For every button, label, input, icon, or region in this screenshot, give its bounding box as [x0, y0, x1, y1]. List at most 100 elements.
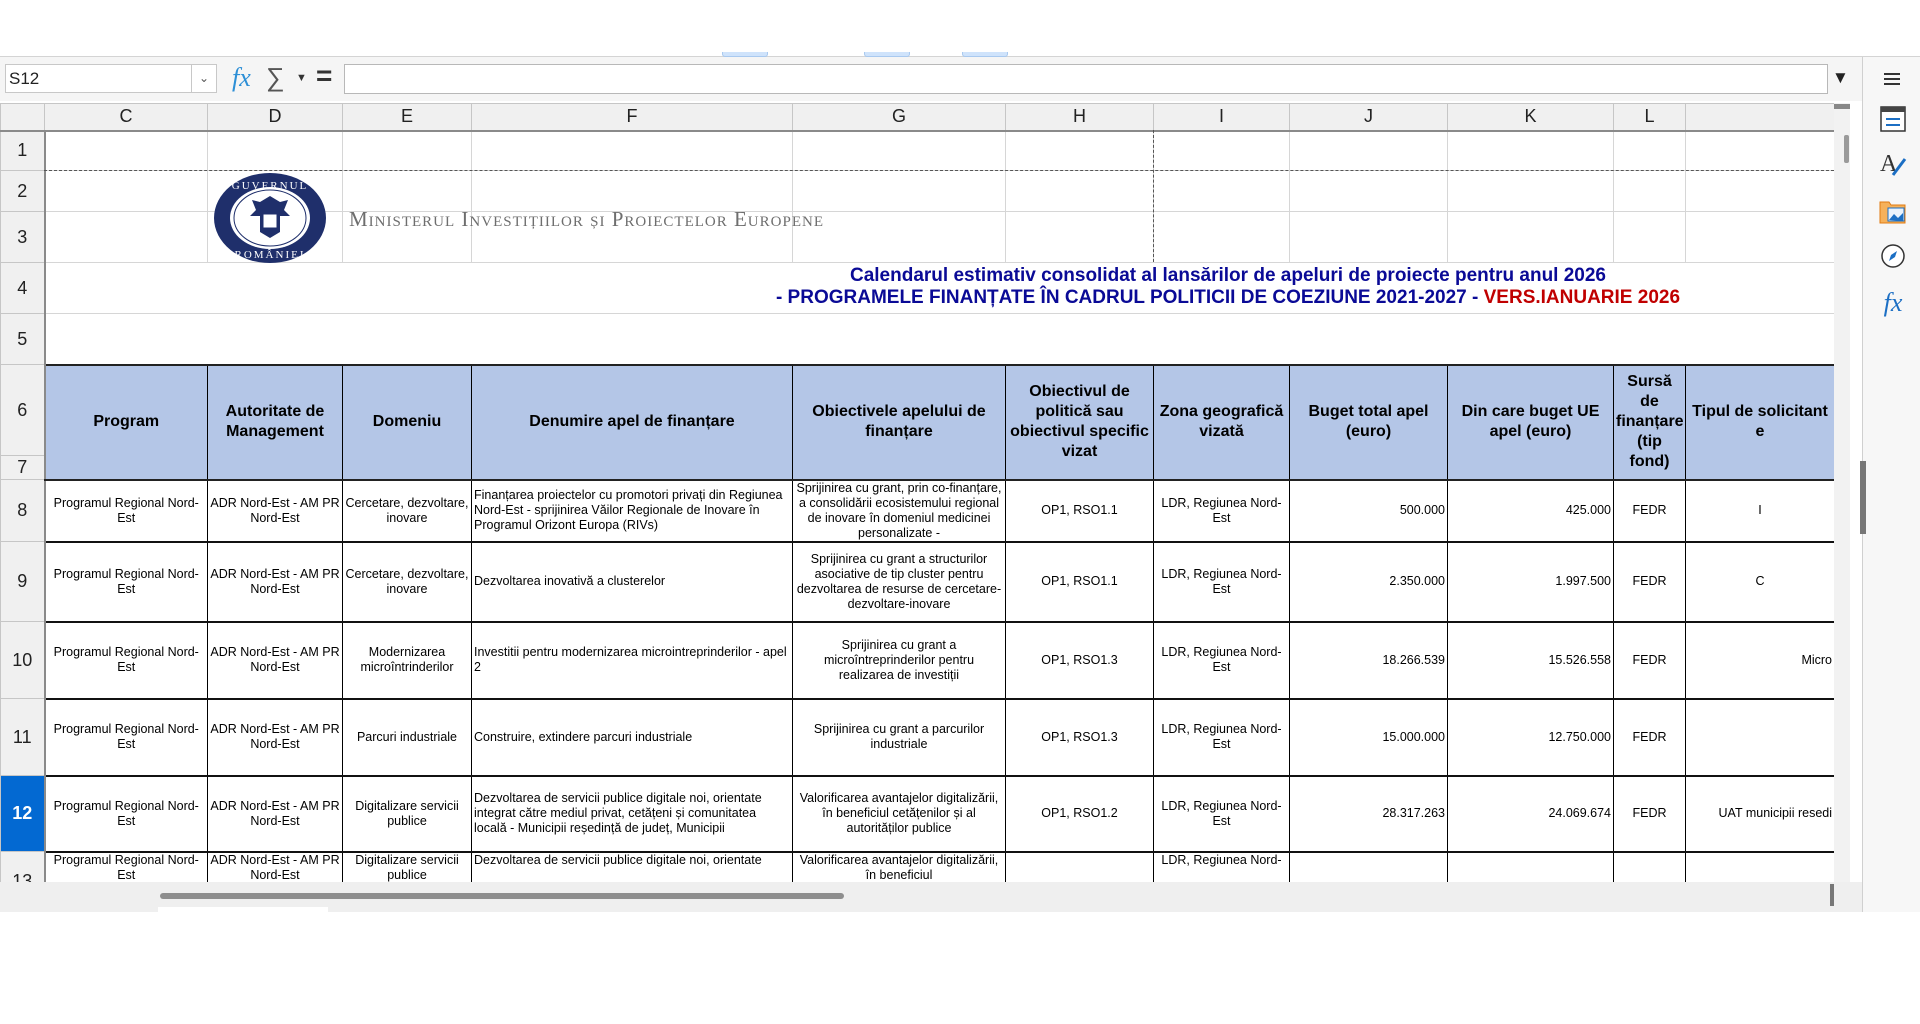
table-header-cell[interactable]: Obiectivele apelului de finanțare — [792, 363, 1006, 481]
table-cell[interactable]: ADR Nord-Est - AM PR Nord-Est — [207, 479, 343, 543]
empty-cell[interactable] — [44, 313, 208, 365]
column-header[interactable]: C — [44, 103, 208, 132]
properties-icon[interactable] — [1879, 105, 1907, 133]
vertical-scrollbar[interactable] — [1834, 103, 1850, 882]
table-cell[interactable]: I — [1685, 479, 1834, 543]
empty-cell[interactable] — [1289, 130, 1448, 171]
table-cell[interactable]: Programul Regional Nord-Est — [44, 775, 208, 853]
table-cell[interactable]: OP1, RSO1.1 — [1005, 479, 1154, 543]
row-header[interactable]: 1 — [0, 130, 46, 171]
scroll-minimize-icon[interactable] — [1834, 104, 1850, 109]
equals-icon[interactable]: = — [316, 60, 333, 91]
empty-cell[interactable] — [1613, 313, 1686, 365]
empty-cell[interactable] — [471, 313, 793, 365]
column-header[interactable]: F — [471, 103, 793, 132]
row-header[interactable]: 9 — [0, 541, 46, 622]
table-cell[interactable]: OP1, RSO1.2 — [1005, 775, 1154, 853]
functions-icon[interactable]: fx — [1883, 288, 1903, 317]
empty-cell[interactable] — [792, 262, 1006, 314]
empty-cell[interactable] — [1153, 211, 1290, 263]
table-cell[interactable]: Construire, extindere parcuri industrial… — [471, 698, 793, 777]
table-cell[interactable]: Digitalizare servicii publice — [342, 775, 472, 853]
empty-cell[interactable] — [44, 130, 208, 171]
toolbar-tab-marker[interactable] — [864, 52, 910, 57]
table-cell[interactable]: Modernizarea microîntrinderilor — [342, 621, 472, 700]
navigator-icon[interactable] — [1879, 242, 1907, 270]
table-cell[interactable]: LDR, Regiunea Nord-Est — [1153, 698, 1290, 777]
table-header-cell[interactable]: Denumire apel de finanțare — [471, 363, 793, 481]
table-cell[interactable]: 425.000 — [1447, 479, 1614, 543]
table-cell[interactable]: LDR, Regiunea Nord-Est — [1153, 479, 1290, 543]
column-header[interactable]: J — [1289, 103, 1448, 132]
empty-cell[interactable] — [207, 130, 343, 171]
empty-cell[interactable] — [1447, 130, 1614, 171]
empty-cell[interactable] — [1685, 313, 1834, 365]
row-header[interactable]: 5 — [0, 313, 46, 365]
table-cell[interactable]: FEDR — [1613, 621, 1686, 700]
table-cell[interactable]: C — [1685, 541, 1834, 623]
table-cell[interactable]: Sprijinirea cu grant a structurilor asoc… — [792, 541, 1006, 623]
column-header[interactable]: H — [1005, 103, 1154, 132]
table-cell[interactable]: Valorificarea avantajelor digitalizării,… — [792, 775, 1006, 853]
empty-cell[interactable] — [792, 130, 1006, 171]
empty-cell[interactable] — [1153, 262, 1290, 314]
row-header[interactable]: 11 — [0, 698, 46, 776]
table-header-cell[interactable]: Tipul de solicitant e — [1685, 363, 1834, 481]
table-cell[interactable]: FEDR — [1613, 775, 1686, 853]
row-header[interactable]: 12 — [0, 775, 46, 852]
empty-cell[interactable] — [207, 262, 343, 314]
empty-cell[interactable] — [1685, 211, 1834, 263]
table-cell[interactable]: Investitii pentru modernizarea microintr… — [471, 621, 793, 700]
table-cell[interactable]: Programul Regional Nord-Est — [44, 851, 208, 882]
column-header[interactable] — [1685, 103, 1834, 132]
formula-input[interactable] — [344, 64, 1828, 94]
table-cell[interactable]: Dezvoltarea de servicii publice digitale… — [471, 775, 793, 853]
empty-cell[interactable] — [44, 170, 208, 212]
function-wizard-icon[interactable]: fx — [232, 63, 251, 92]
table-header-cell[interactable]: Buget total apel (euro) — [1289, 363, 1448, 481]
table-cell[interactable]: OP1, RSO1.1 — [1005, 541, 1154, 623]
table-cell[interactable]: OP1, RSO1.3 — [1005, 698, 1154, 777]
table-cell[interactable]: FEDR — [1613, 541, 1686, 623]
empty-cell[interactable] — [1153, 313, 1290, 365]
table-cell[interactable]: 12.750.000 — [1447, 698, 1614, 777]
sum-icon[interactable]: ∑ — [266, 62, 285, 92]
empty-cell[interactable] — [207, 313, 343, 365]
row-header[interactable]: 10 — [0, 621, 46, 699]
table-header-cell[interactable]: Sursă de finanțare (tip fond) — [1613, 363, 1686, 481]
table-cell[interactable]: Dezvoltarea de servicii publice digitale… — [471, 851, 793, 882]
empty-cell[interactable] — [471, 170, 793, 212]
table-cell[interactable]: Sprijinirea cu grant a microîntreprinder… — [792, 621, 1006, 700]
table-cell[interactable]: Digitalizare servicii publice — [342, 851, 472, 882]
empty-cell[interactable] — [1005, 211, 1154, 263]
table-cell[interactable]: 15.526.558 — [1447, 621, 1614, 700]
table-header-cell[interactable]: Program — [44, 363, 208, 481]
table-cell[interactable]: Programul Regional Nord-Est — [44, 541, 208, 623]
empty-cell[interactable] — [1447, 211, 1614, 263]
table-cell[interactable] — [1005, 851, 1154, 882]
table-cell[interactable]: LDR, Regiunea Nord-Est — [1153, 775, 1290, 853]
empty-cell[interactable] — [44, 262, 208, 314]
empty-cell[interactable] — [1153, 170, 1290, 212]
spreadsheet-grid[interactable]: C D E F G H I J K L 1 2 3 4 5 6 Program Autoritate de Man… — [0, 103, 1834, 882]
menu-icon[interactable] — [1879, 65, 1907, 93]
table-cell[interactable]: 1.997.500 — [1447, 541, 1614, 623]
sum-dropdown-icon[interactable]: ▼ — [296, 72, 307, 84]
empty-cell[interactable] — [1289, 262, 1448, 314]
row-header[interactable]: 7 — [0, 455, 46, 480]
table-cell[interactable]: LDR, Regiunea Nord-Est — [1153, 621, 1290, 700]
cell-reference[interactable]: S12 — [9, 69, 40, 88]
column-header[interactable]: G — [792, 103, 1006, 132]
table-cell[interactable]: ADR Nord-Est - AM PR Nord-Est — [207, 851, 343, 882]
empty-cell[interactable] — [792, 313, 1006, 365]
table-cell[interactable]: ADR Nord-Est - AM PR Nord-Est — [207, 541, 343, 623]
table-cell[interactable]: Cercetare, dezvoltare, inovare — [342, 479, 472, 543]
split-handle[interactable] — [1830, 884, 1834, 906]
toolbar-tab-marker[interactable] — [962, 52, 1008, 57]
table-cell[interactable]: UAT municipii resedi — [1685, 775, 1834, 853]
name-box[interactable]: S12 ⌄ — [5, 64, 217, 93]
empty-cell[interactable] — [342, 262, 472, 314]
table-cell[interactable]: 18.266.539 — [1289, 621, 1448, 700]
empty-cell[interactable] — [792, 170, 1006, 212]
row-header[interactable]: 8 — [0, 479, 46, 542]
